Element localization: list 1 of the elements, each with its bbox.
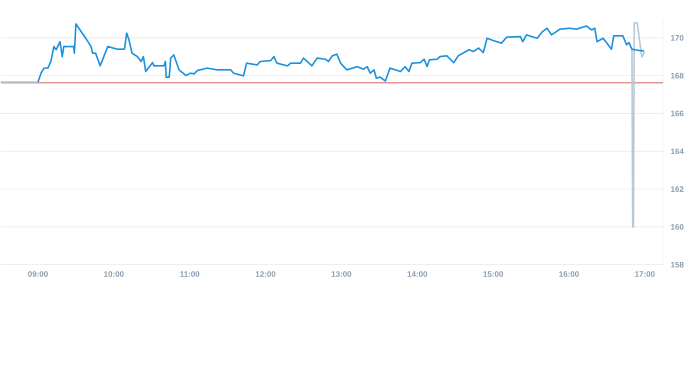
line-series	[37, 23, 645, 84]
